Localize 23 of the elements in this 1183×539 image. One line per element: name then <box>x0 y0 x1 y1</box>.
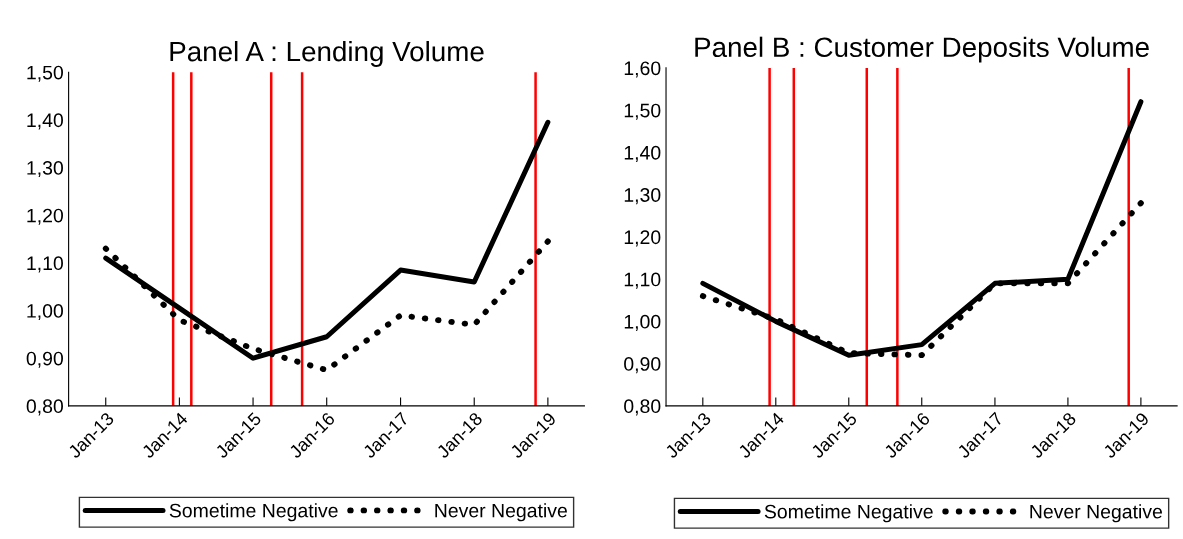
y-tick-label: 1,50 <box>27 65 63 82</box>
y-tick-label: 1,00 <box>624 314 661 331</box>
y-tick-label: 1,30 <box>624 188 661 205</box>
y-tick-label: 1,40 <box>27 113 63 130</box>
legend-label: Never Negative <box>1030 504 1162 523</box>
y-tick-label: 1,20 <box>624 230 661 247</box>
y-tick-label: 1,20 <box>27 208 63 225</box>
legend-label: Never Negative <box>435 503 567 522</box>
y-tick-label: 0,90 <box>26 351 63 368</box>
legend-label: Sometime Negative <box>169 503 338 522</box>
y-tick-label: 1,10 <box>624 272 661 289</box>
y-tick-label: 1,10 <box>27 256 63 273</box>
y-tick-label: 0,90 <box>624 357 661 374</box>
y-tick-label: 1,50 <box>624 103 661 120</box>
y-tick-label: 1,60 <box>624 61 661 78</box>
y-tick-label: 1,40 <box>624 145 661 162</box>
y-tick-label: 1,00 <box>27 304 63 321</box>
legend-label: Sometime Negative <box>764 504 933 523</box>
y-tick-label: 0,80 <box>26 399 63 416</box>
y-tick-label: 1,30 <box>27 161 63 178</box>
chart-title: Panel A : Lending Volume <box>170 40 484 67</box>
chart-title: Panel B : Customer Deposits Volume <box>695 36 1149 63</box>
y-tick-label: 0,80 <box>624 399 661 416</box>
